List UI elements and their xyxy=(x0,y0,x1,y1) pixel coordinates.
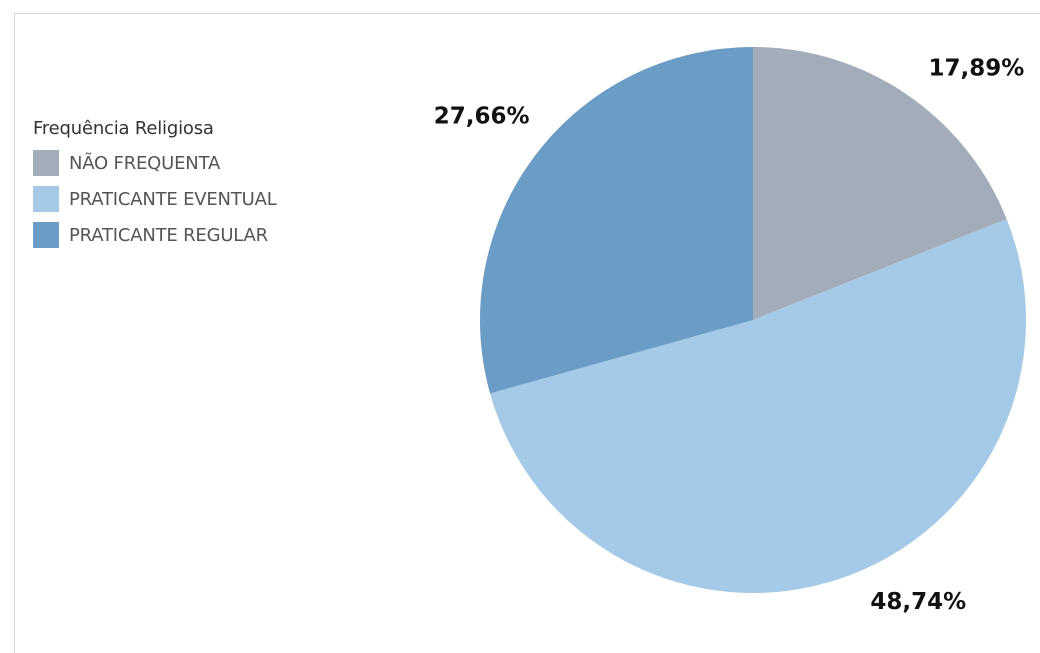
pie-slice-1[interactable] xyxy=(490,219,1026,593)
slice-label-1: 48,74% xyxy=(870,589,966,615)
legend-swatch xyxy=(33,186,59,212)
legend: Frequência Religiosa NÃO FREQUENTA PRATI… xyxy=(33,118,277,255)
legend-swatch xyxy=(33,150,59,176)
legend-item-nao-frequenta[interactable]: NÃO FREQUENTA xyxy=(33,143,277,183)
legend-title: Frequência Religiosa xyxy=(33,118,214,139)
pie-slice-2[interactable] xyxy=(480,47,753,394)
legend-label: PRATICANTE EVENTUAL xyxy=(69,188,277,210)
pie-slice-0[interactable] xyxy=(753,47,1007,320)
pie-chart: 17,89% 48,74% 27,66% xyxy=(434,47,1026,615)
legend-swatch xyxy=(33,222,59,248)
slice-label-2: 27,66% xyxy=(434,103,530,129)
legend-item-praticante-eventual[interactable]: PRATICANTE EVENTUAL xyxy=(33,179,277,219)
chart-frame xyxy=(14,13,1040,653)
slice-label-0: 17,89% xyxy=(928,56,1024,82)
legend-label: PRATICANTE REGULAR xyxy=(69,224,268,246)
legend-label: NÃO FREQUENTA xyxy=(69,152,221,174)
legend-item-praticante-regular[interactable]: PRATICANTE REGULAR xyxy=(33,215,277,255)
